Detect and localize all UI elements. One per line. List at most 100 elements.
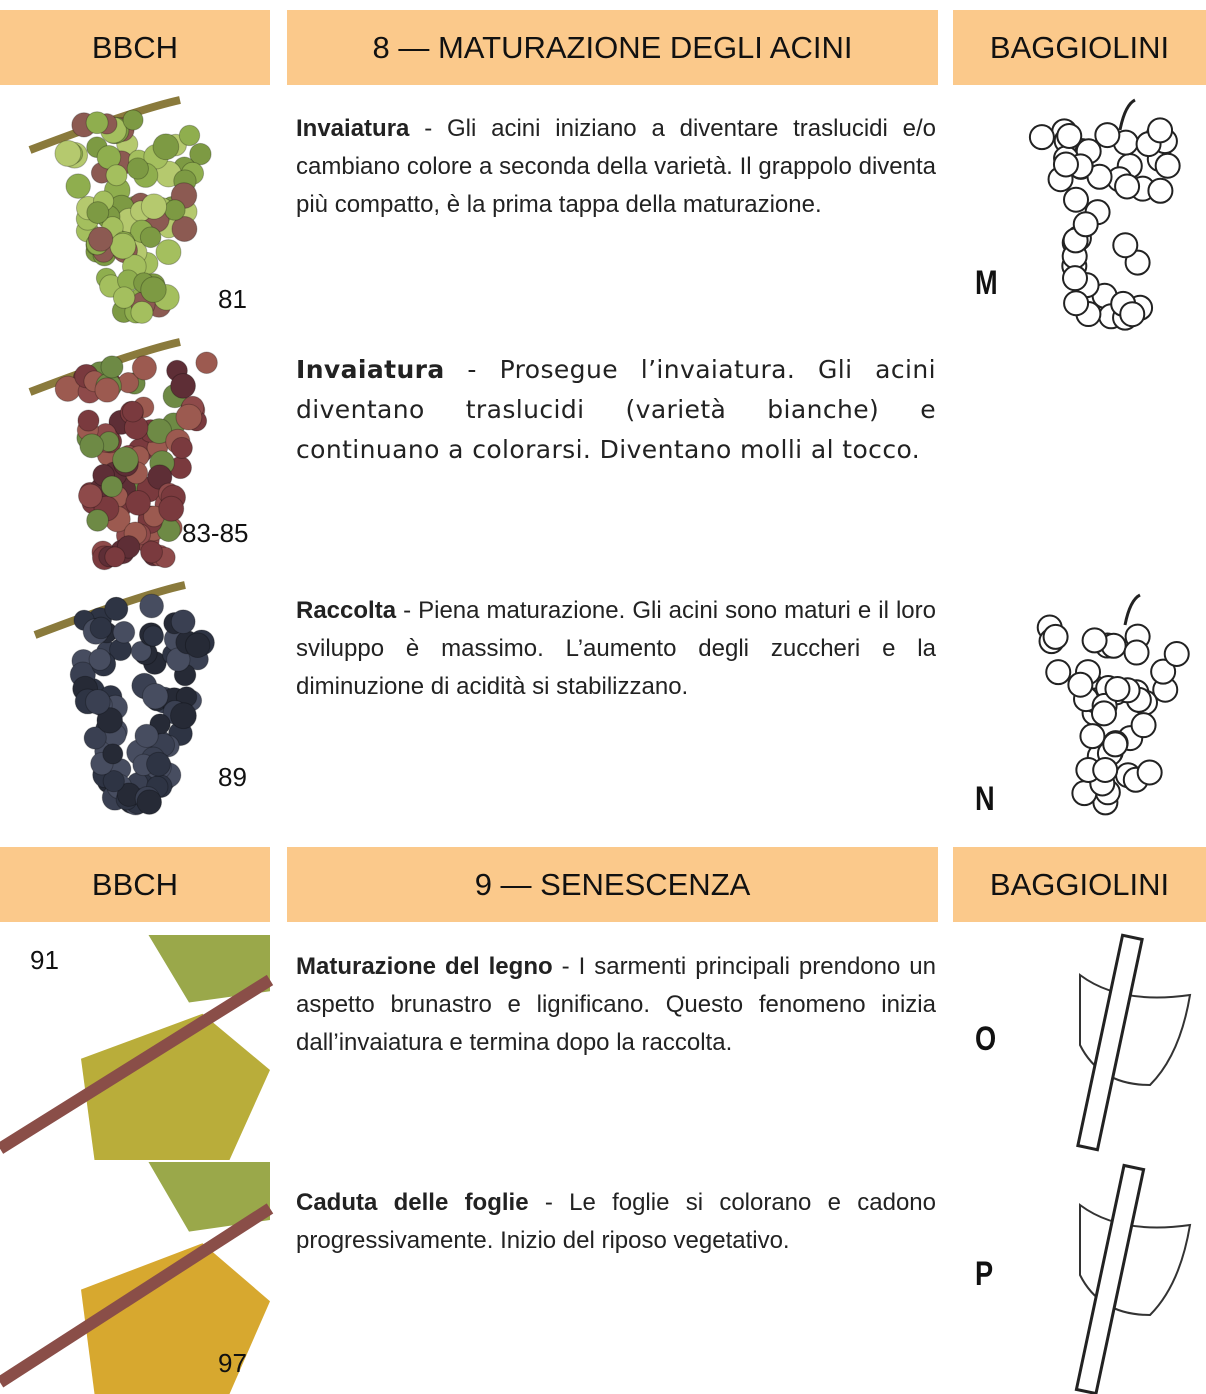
decoration xyxy=(1118,98,1136,131)
decoration xyxy=(1150,658,1177,685)
decoration xyxy=(146,751,171,777)
decoration xyxy=(1147,117,1174,144)
decoration xyxy=(100,475,123,498)
decoration xyxy=(86,508,109,532)
decoration xyxy=(1123,639,1150,666)
decoration xyxy=(89,616,113,640)
decoration xyxy=(170,436,193,459)
decoration xyxy=(170,372,196,399)
stage-letter: M xyxy=(975,264,998,302)
term: Maturazione del legno xyxy=(296,953,553,980)
decoration xyxy=(54,139,82,167)
decoration xyxy=(77,409,100,432)
decoration xyxy=(81,1243,270,1394)
term: Caduta delle foglie xyxy=(296,1189,529,1216)
decoration xyxy=(102,743,124,765)
decoration xyxy=(164,199,186,221)
decoration xyxy=(112,286,136,309)
shoot-drawing xyxy=(1076,933,1192,1152)
description: Raccolta - Piena maturazione. Gli acini … xyxy=(296,592,936,706)
decoration xyxy=(1045,659,1072,686)
decoration xyxy=(130,640,152,662)
decoration xyxy=(1154,152,1181,179)
decoration xyxy=(141,682,169,710)
decoration xyxy=(195,351,218,374)
decoration xyxy=(1123,593,1141,626)
header-title: 8 — MATURAZIONE DEGLI ACINI xyxy=(287,10,938,85)
decoration xyxy=(1074,1163,1146,1394)
decoration xyxy=(130,300,154,324)
decoration xyxy=(1028,124,1055,151)
decoration xyxy=(158,495,185,522)
decoration xyxy=(148,1162,270,1232)
decoration xyxy=(1042,623,1069,650)
grape-drawing xyxy=(1028,98,1181,331)
text: - I sarmenti principali prendono un aspe… xyxy=(296,953,936,1056)
text: - Le foglie si colorano e cadono progres… xyxy=(296,1189,937,1254)
decoration xyxy=(131,355,157,381)
decoration xyxy=(178,124,201,147)
decoration xyxy=(1079,723,1106,750)
decoration xyxy=(1056,122,1083,149)
grape-photo xyxy=(33,581,215,816)
header-baggiolini: BAGGIOLINI xyxy=(953,10,1206,85)
decoration xyxy=(1114,173,1141,200)
decoration xyxy=(140,540,163,564)
decoration xyxy=(88,226,114,252)
decoration xyxy=(1147,177,1174,204)
decoration xyxy=(1136,759,1163,786)
decoration xyxy=(126,157,149,180)
decoration xyxy=(1063,186,1090,213)
text: - Prosegue l’invaiatura. Gli acini diven… xyxy=(296,355,936,464)
term: Raccolta xyxy=(296,597,397,624)
decoration xyxy=(88,648,112,671)
bbch-code: 89 xyxy=(218,762,247,792)
term: Invaiatura xyxy=(296,115,410,142)
decoration xyxy=(175,403,203,431)
decoration xyxy=(1081,627,1108,654)
decoration xyxy=(94,377,120,403)
vine-photo xyxy=(0,1162,274,1394)
decoration xyxy=(1163,640,1190,667)
decoration xyxy=(1112,232,1139,259)
decoration xyxy=(79,433,105,459)
decoration xyxy=(1092,756,1119,783)
header-bbch: BBCH xyxy=(0,10,270,85)
description: Invaiatura - Gli acini iniziano a divent… xyxy=(296,110,936,224)
decoration xyxy=(152,133,180,161)
description: Maturazione del legno - I sarmenti princ… xyxy=(296,948,936,1062)
decoration xyxy=(155,239,182,266)
header-title: 9 — SENESCENZA xyxy=(287,847,938,922)
decoration xyxy=(1067,671,1094,698)
decoration xyxy=(1130,712,1157,739)
bbch-code: 83-85 xyxy=(182,518,249,548)
decoration xyxy=(1094,122,1121,149)
term: Invaiatura xyxy=(296,355,445,384)
decoration xyxy=(121,400,144,423)
grape-photo xyxy=(28,96,212,324)
decoration xyxy=(1063,290,1090,317)
decoration xyxy=(148,935,270,1003)
decoration xyxy=(1124,249,1151,276)
decoration xyxy=(171,216,198,243)
vine-photo xyxy=(0,935,274,1160)
stage-letter: O xyxy=(975,1020,997,1058)
decoration xyxy=(78,483,103,509)
decoration xyxy=(170,702,197,730)
decoration xyxy=(1090,700,1117,727)
decoration xyxy=(136,789,163,815)
decoration xyxy=(65,173,91,199)
decoration xyxy=(1102,731,1129,758)
decoration xyxy=(1119,301,1146,328)
decoration xyxy=(122,109,144,131)
decoration xyxy=(139,226,162,249)
decoration xyxy=(0,974,274,1154)
decoration xyxy=(104,546,126,568)
decoration xyxy=(112,446,139,474)
decoration xyxy=(125,490,151,516)
grape-photo xyxy=(28,338,218,571)
decoration xyxy=(0,1203,274,1388)
decoration xyxy=(112,620,136,644)
bbch-code: 81 xyxy=(218,284,247,314)
